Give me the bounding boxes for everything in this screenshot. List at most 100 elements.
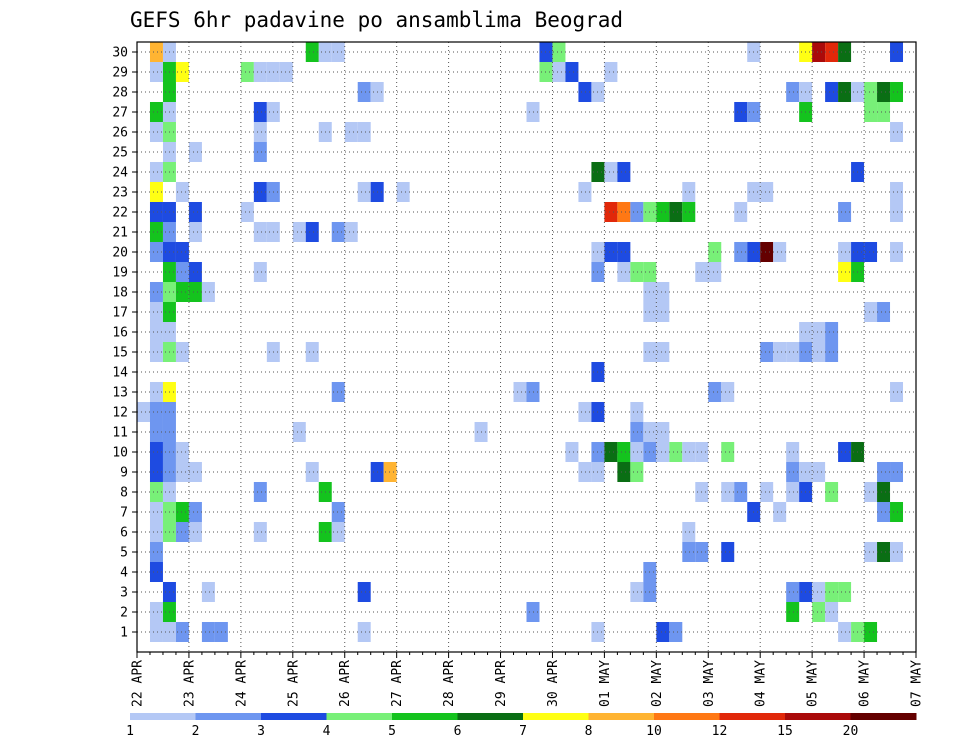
y-tick-label: 28 — [112, 86, 128, 101]
heatmap-cell — [604, 162, 618, 182]
heatmap-cell — [149, 282, 163, 302]
y-tick-label: 4 — [120, 566, 128, 581]
heatmap-cell — [812, 462, 826, 482]
x-tick-label: 06 MAY — [858, 660, 873, 707]
y-tick-label: 23 — [112, 186, 128, 201]
heatmap-cell — [656, 302, 670, 322]
heatmap-cell — [188, 282, 202, 302]
chart-title: GEFS 6hr padavine po ansamblima Beograd — [130, 8, 623, 32]
heatmap-cell — [578, 82, 592, 102]
y-tick-label: 7 — [120, 506, 128, 521]
heatmap-cell — [786, 442, 800, 462]
heatmap-cell — [357, 622, 371, 642]
heatmap-cell — [786, 582, 800, 602]
y-tick-label: 16 — [112, 326, 128, 341]
heatmap-cell — [565, 442, 579, 462]
heatmap-cell — [617, 242, 631, 262]
y-tick-label: 8 — [120, 486, 128, 501]
x-tick-label: 04 MAY — [754, 660, 769, 707]
y-tick-label: 20 — [112, 246, 128, 261]
heatmap-cell — [526, 102, 540, 122]
heatmap-cell — [890, 122, 904, 142]
colorbar-swatch — [457, 713, 524, 720]
heatmap-cell — [617, 202, 631, 222]
heatmap-cell — [656, 342, 670, 362]
heatmap-cell — [149, 462, 163, 482]
heatmap-cell — [175, 502, 189, 522]
heatmap-cell — [149, 42, 163, 62]
heatmap-cell — [721, 482, 735, 502]
heatmap-cell — [552, 62, 566, 82]
heatmap-cell — [175, 62, 189, 82]
heatmap-cell — [617, 162, 631, 182]
heatmap-cell — [292, 222, 306, 242]
heatmap-cell — [890, 462, 904, 482]
heatmap-cell — [149, 622, 163, 642]
heatmap-cell — [188, 142, 202, 162]
colorbar-label: 8 — [585, 724, 593, 739]
heatmap-cell — [825, 342, 839, 362]
heatmap-cell — [773, 242, 787, 262]
heatmap-cell — [669, 202, 683, 222]
colorbar-swatch — [719, 713, 786, 720]
heatmap-cell — [656, 622, 670, 642]
heatmap-cell — [175, 462, 189, 482]
y-tick-label: 18 — [112, 286, 128, 301]
heatmap-cell — [864, 302, 878, 322]
heatmap-cell — [253, 522, 267, 542]
heatmap-cell — [838, 242, 852, 262]
heatmap-cell — [240, 202, 254, 222]
heatmap-cell — [175, 442, 189, 462]
heatmap-cell — [630, 262, 644, 282]
heatmap-cell — [825, 482, 839, 502]
heatmap-cell — [734, 102, 748, 122]
colorbar-swatch — [195, 713, 262, 720]
y-tick-label: 22 — [112, 206, 128, 221]
heatmap-cell — [396, 182, 410, 202]
y-tick-label: 12 — [112, 406, 128, 421]
colorbar-swatch — [588, 713, 655, 720]
heatmap-cell — [812, 322, 826, 342]
heatmap-cell — [552, 42, 566, 62]
heatmap-cell — [812, 342, 826, 362]
heatmap-cell — [890, 202, 904, 222]
heatmap-cell — [734, 202, 748, 222]
y-tick-label: 11 — [112, 426, 128, 441]
heatmap-cell — [253, 102, 267, 122]
heatmap-cell — [526, 602, 540, 622]
heatmap-cell — [630, 582, 644, 602]
x-tick-label: 02 MAY — [650, 660, 665, 707]
heatmap-cell — [578, 182, 592, 202]
y-tick-label: 24 — [112, 166, 128, 181]
heatmap-cell — [734, 482, 748, 502]
heatmap-cell — [721, 442, 735, 462]
colorbar-swatch — [326, 713, 393, 720]
colorbar-swatch — [130, 713, 196, 720]
heatmap-cell — [825, 322, 839, 342]
colorbar-label: 15 — [777, 724, 793, 739]
heatmap-cell — [331, 502, 345, 522]
heatmap-cell — [331, 42, 345, 62]
heatmap-cell — [877, 542, 891, 562]
heatmap-cell — [149, 102, 163, 122]
x-tick-label: 25 APR — [286, 660, 301, 707]
colorbar-swatch — [261, 713, 327, 720]
heatmap-cell — [149, 542, 163, 562]
x-tick-label: 23 APR — [182, 660, 197, 707]
heatmap-cell — [656, 422, 670, 442]
y-tick-label: 15 — [112, 346, 128, 361]
heatmap-cell — [188, 262, 202, 282]
heatmap-cell — [604, 62, 618, 82]
heatmap-cell — [864, 242, 878, 262]
heatmap-cell — [656, 282, 670, 302]
heatmap-cells — [137, 42, 904, 642]
heatmap-cell — [201, 622, 215, 642]
x-tick-label: 27 APR — [390, 660, 405, 707]
heatmap-cell — [331, 382, 345, 402]
heatmap-cell — [305, 42, 319, 62]
colorbar-label: 7 — [519, 724, 527, 739]
heatmap-cell — [721, 542, 735, 562]
heatmap-cell — [669, 442, 683, 462]
heatmap-cell — [175, 622, 189, 642]
y-tick-label: 1 — [120, 626, 128, 641]
